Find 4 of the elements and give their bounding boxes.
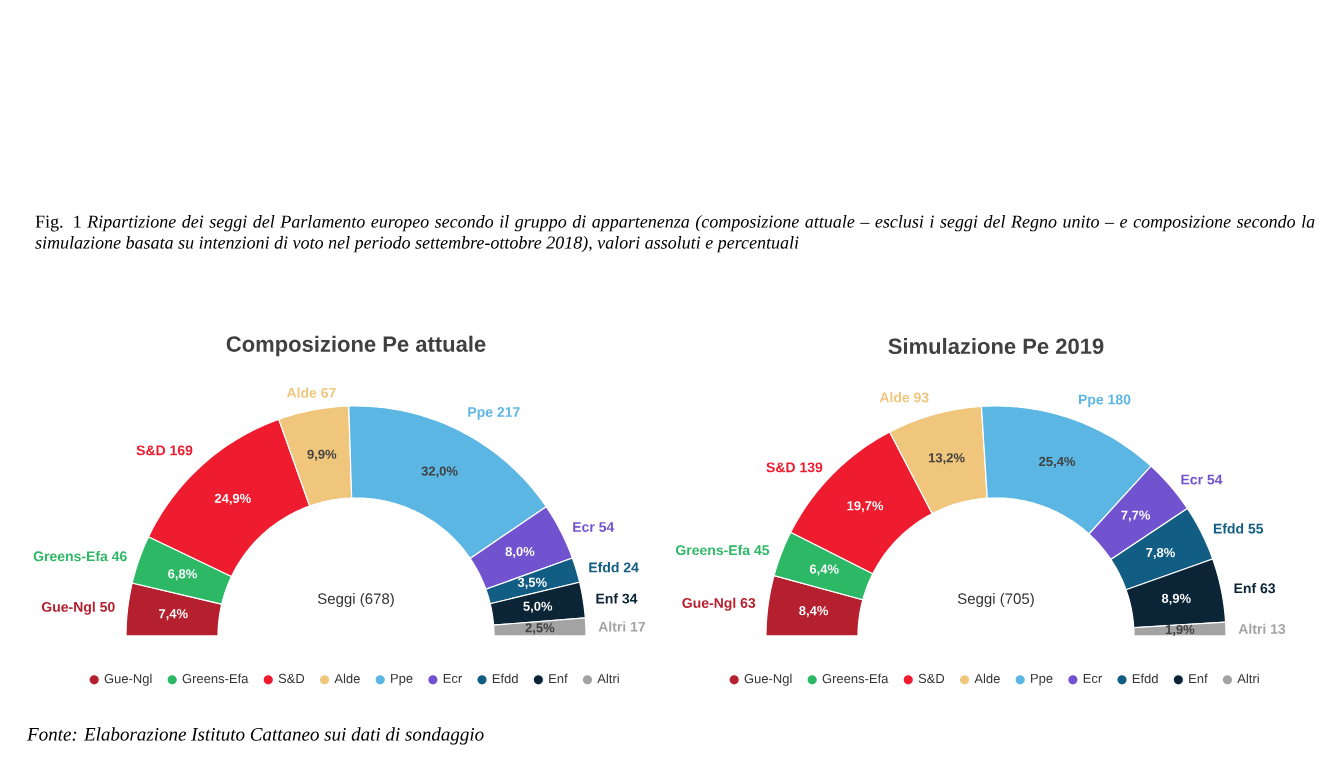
chart-title: Composizione Pe attuale <box>226 335 486 357</box>
chart-title: Simulazione Pe 2019 <box>888 337 1104 355</box>
caption: Fig. 1 Ripartizione dei seggi del Parlamento europeo secondo il gruppo di appartenenza (composizione attuale – esclusi i seggi del Regno unito – e composizione secondo la simulazione basata su intenzioni di voto nel periodo settembre-ottobre 2018), valori assoluti e percentuali <box>35 215 1315 253</box>
source-note: Fonte: Elaborazione Istituto Cattaneo sui dati di sondaggio <box>26 727 484 745</box>
